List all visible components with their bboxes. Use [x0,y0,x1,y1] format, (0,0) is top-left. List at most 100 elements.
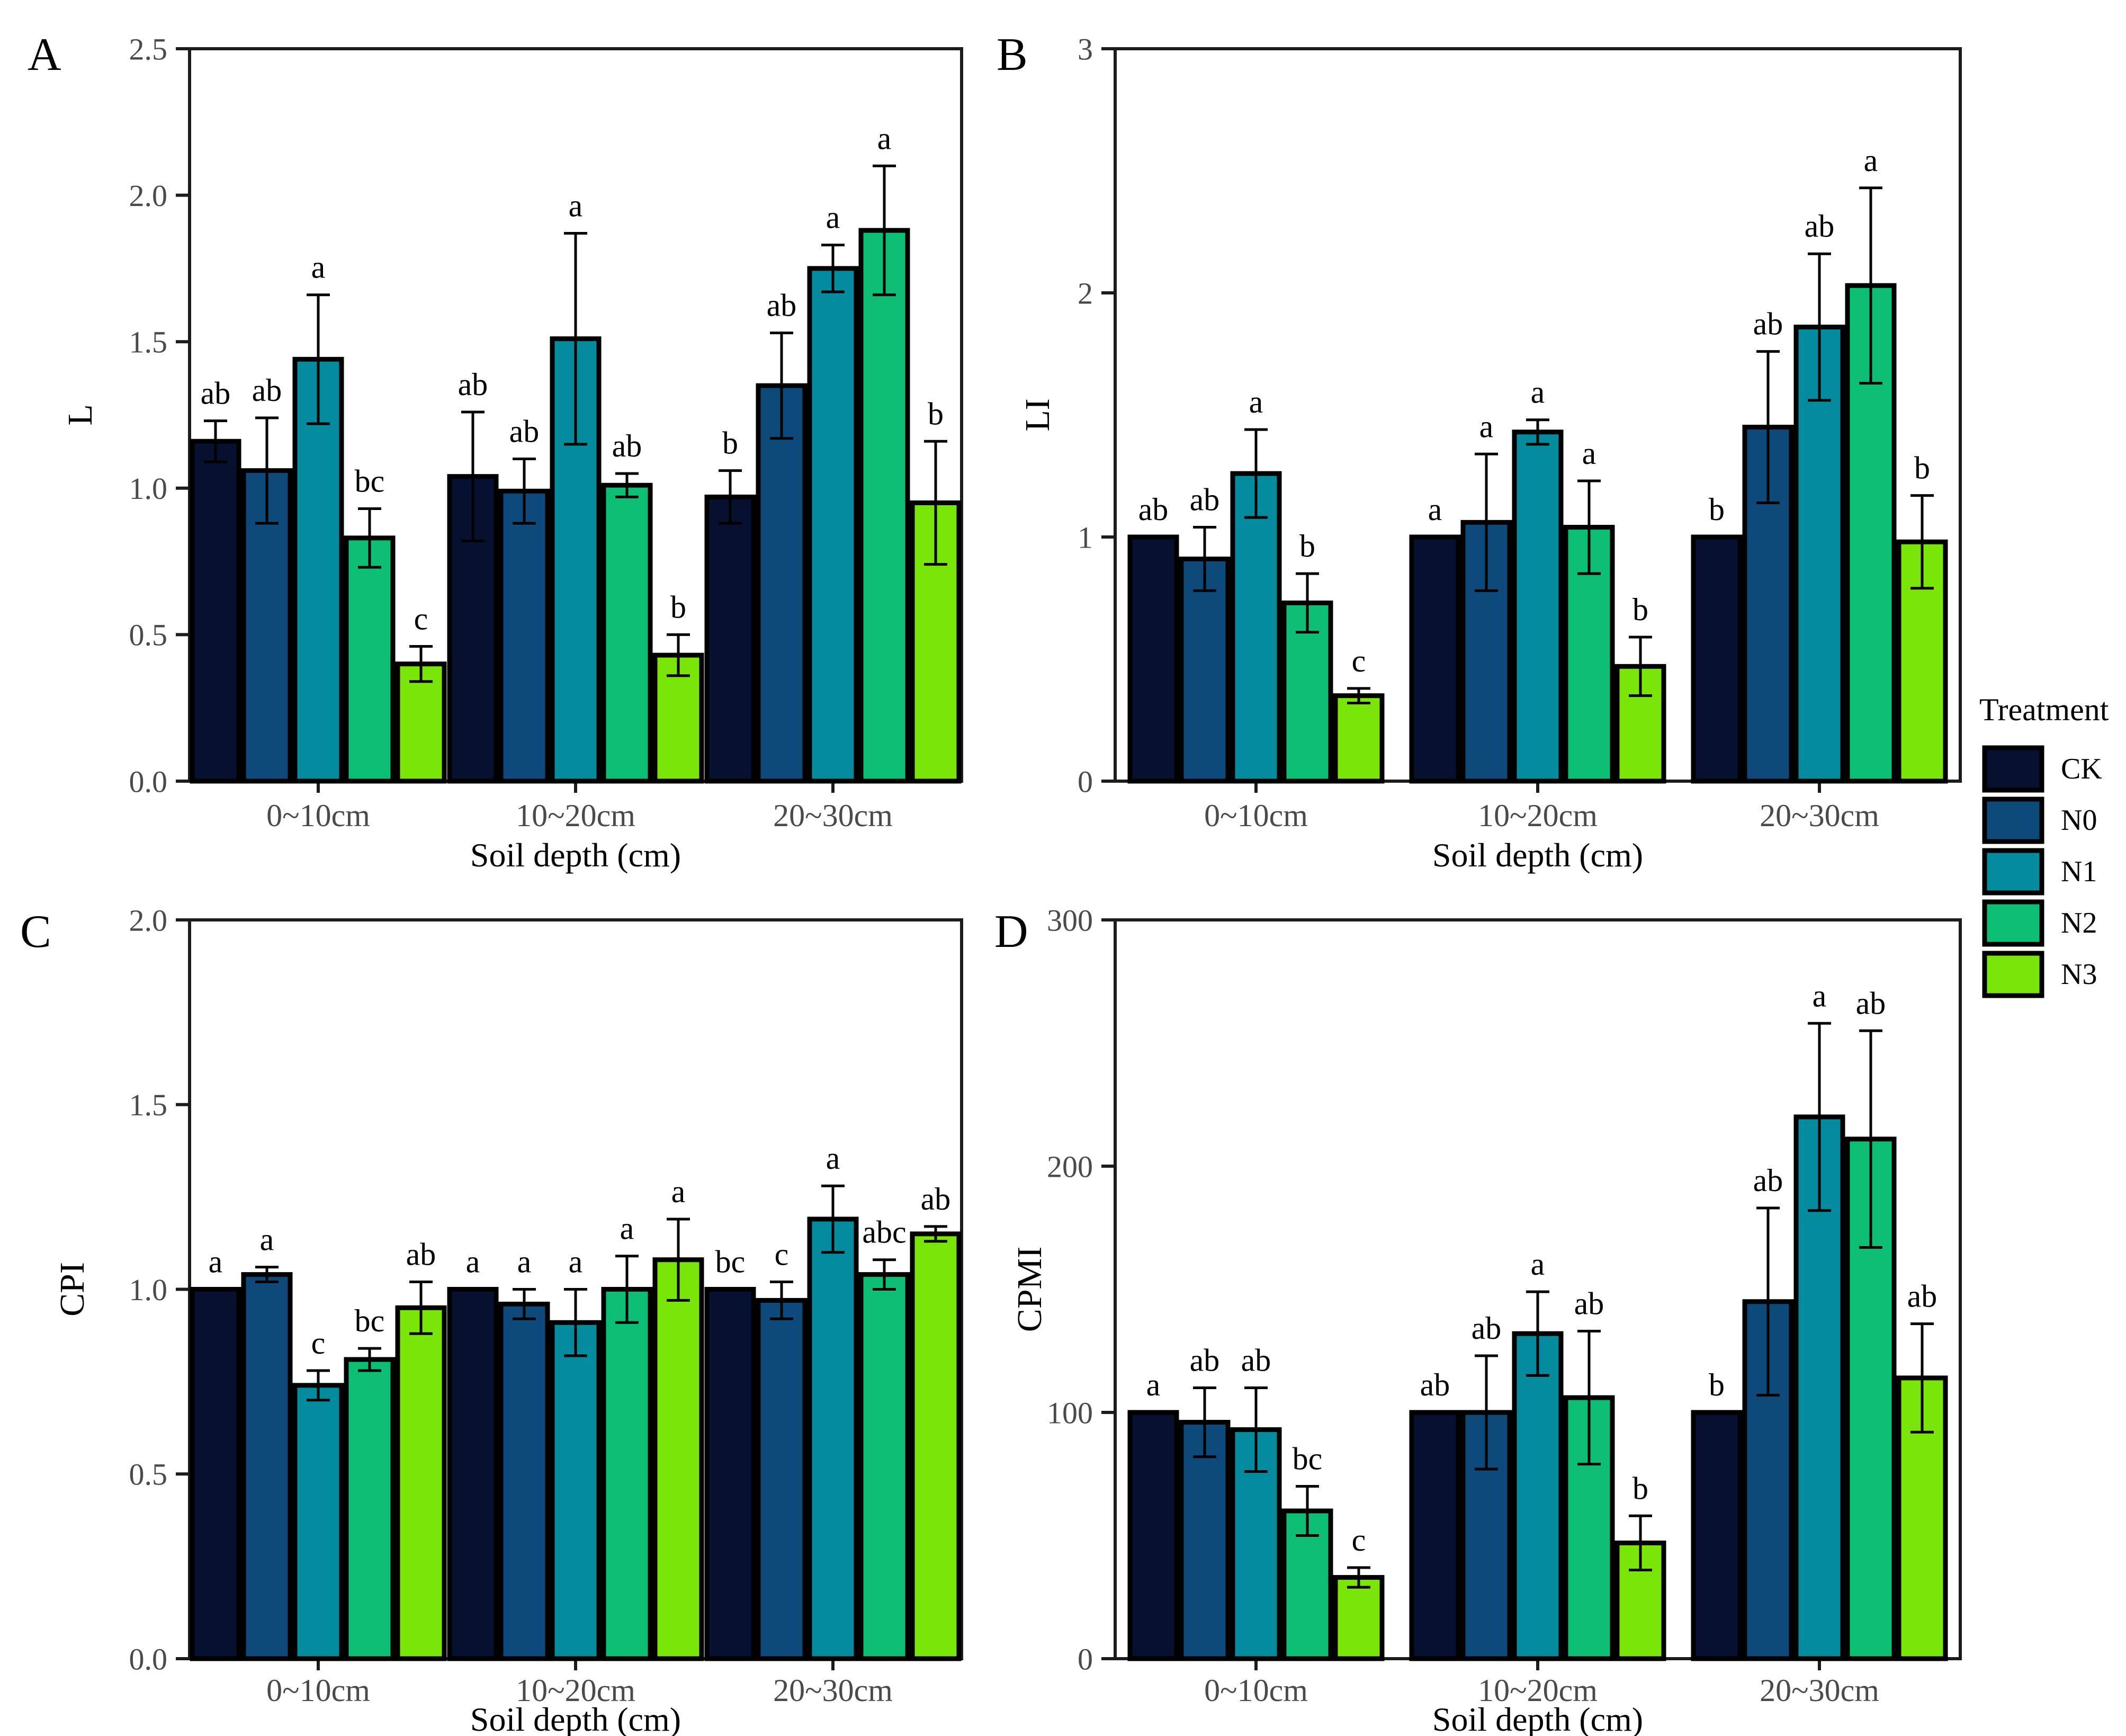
x-category-label: 10~20cm [516,798,635,833]
sig-letter-N1-0~10cm: ab [1241,1343,1271,1378]
sig-letter-N0-0~10cm: ab [1190,482,1220,517]
bar-N3-20~30cm [910,1231,962,1661]
legend-item-N2: N2 [1982,899,2097,947]
panel-letter: B [997,29,1028,80]
bar-CK-0~10cm [190,439,241,784]
x-category-label: 0~10cm [266,798,370,833]
error-bar-N0-10~20cm [513,457,536,525]
y-tick-label: 0.5 [129,1457,168,1492]
bar-N2-20~30cm [858,1272,910,1661]
bar-N1-20~30cm [807,266,859,784]
bar-CK-20~30cm [704,494,756,784]
sig-letter-N3-20~30cm: ab [1907,1279,1937,1314]
sig-letter-N0-0~10cm: a [260,1222,274,1257]
sig-letter-N1-20~30cm: a [826,200,840,235]
sig-letter-CK-10~20cm: ab [458,367,488,402]
y-tick-label: 100 [1047,1395,1093,1430]
error-bar-N1-0~10cm [307,293,330,425]
bar-N2-10~20cm [601,482,653,784]
y-axis: 0.0 0.5 1.0 1.5 2.0 [129,903,190,1676]
error-bar-N2-10~20cm [615,472,639,498]
y-tick-label: 0.0 [129,1642,168,1676]
sig-letter-CK-0~10cm: ab [201,376,231,411]
error-bar-N1-20~30cm [821,244,845,293]
sig-letter-CK-20~30cm: b [1709,1367,1725,1402]
sig-letter-N0-20~30cm: ab [767,288,797,323]
bar-CK-10~20cm [447,1287,499,1661]
bar-N0-10~20cm [498,1301,550,1661]
sig-letter-CK-10~20cm: ab [1420,1367,1450,1402]
sig-letter-N1-10~20cm: a [569,1245,583,1279]
bar-N1-10~20cm [1512,429,1564,784]
panel-letter: C [20,906,51,958]
y-tick-label: 2.0 [129,178,168,213]
sig-letter-N3-0~10cm: c [1352,1523,1366,1558]
y-tick-label: 1 [1078,520,1093,554]
y-tick-label: 0.5 [129,618,168,652]
y-tick-label: 300 [1047,903,1093,937]
sig-letter-CK-20~30cm: bc [715,1245,746,1279]
x-category-label: 20~30cm [1760,1673,1879,1708]
bar-CK-0~10cm [190,1287,241,1661]
legend-title: Treatment [1979,692,2109,727]
sig-letter-N3-20~30cm: b [928,396,944,431]
sig-letter-CK-20~30cm: b [722,426,738,461]
error-bar-N2-10~20cm [1577,479,1601,575]
sig-letter-N1-20~30cm: a [1813,978,1827,1013]
x-category-label: 10~20cm [1478,798,1598,833]
sig-letter-N2-10~20cm: ab [1574,1286,1604,1321]
sig-letter-N3-20~30cm: b [1914,451,1930,486]
error-bar-N0-20~30cm [770,1281,793,1320]
y-axis: 0 1 2 3 [1078,32,1115,799]
x-category-label: 0~10cm [1204,1673,1308,1708]
error-bar-N2-0~10cm [1296,1485,1319,1537]
legend-label-CK: CK [2061,753,2102,785]
legend-item-N0: N0 [1982,797,2097,844]
error-bar-N3-10~20cm [667,1218,690,1302]
error-bar-N3-20~30cm [924,440,947,566]
sig-letter-CK-10~20cm: a [466,1245,480,1279]
error-bar-N1-0~10cm [1244,428,1268,519]
error-bar-N0-0~10cm [255,416,279,525]
sig-letter-N1-0~10cm: c [311,1326,326,1361]
x-axis-title: Soil depth (cm) [470,1701,681,1736]
error-bar-N1-0~10cm [307,1369,330,1402]
sig-letter-N2-20~30cm: ab [1856,986,1886,1021]
legend-item-N1: N1 [1982,848,2097,896]
sig-letter-N2-0~10cm: bc [1293,1442,1323,1477]
bar-CK-20~30cm [1691,534,1743,784]
bar-CK-0~10cm [1127,1410,1179,1661]
error-bar-N0-10~20cm [1475,452,1498,592]
y-tick-label: 0 [1078,764,1093,799]
legend-swatch-CK [1982,745,2044,793]
legend: Treatment CK N0 N1 N2 N3 [1979,692,2109,998]
error-bar-N1-10~20cm [564,232,587,446]
error-bar-N2-0~10cm [358,507,381,569]
error-bar-CK-20~30cm [719,469,742,525]
x-category-label: 20~30cm [1760,798,1879,833]
sig-letter-N3-10~20cm: a [671,1174,686,1209]
sig-letter-N0-0~10cm: ab [252,373,282,408]
legend-label-N0: N0 [2061,804,2097,837]
sig-letter-N0-10~20cm: ab [1472,1311,1502,1346]
error-bar-N1-10~20cm [1526,1290,1549,1377]
bar-CK-20~30cm [704,1287,756,1661]
bar-N2-0~10cm [344,1357,396,1661]
bar-N0-10~20cm [498,488,550,784]
sig-letter-CK-0~10cm: ab [1138,492,1169,527]
y-tick-label: 2.0 [129,903,168,937]
sig-letter-N2-20~30cm: a [877,121,892,156]
bar-CK-10~20cm [1409,534,1461,784]
bar-N1-10~20cm [550,1320,602,1661]
error-bar-N2-10~20cm [1577,1330,1601,1466]
bar-N3-0~10cm [1333,1575,1385,1661]
legend-swatch-N0 [1982,797,2044,844]
sig-letter-N2-0~10cm: b [1299,529,1315,563]
bar-group-0~10cm: 0~10cm ab ab a bc c [190,250,447,833]
sig-letter-CK-0~10cm: a [209,1245,223,1279]
panel-letter: D [994,906,1028,958]
